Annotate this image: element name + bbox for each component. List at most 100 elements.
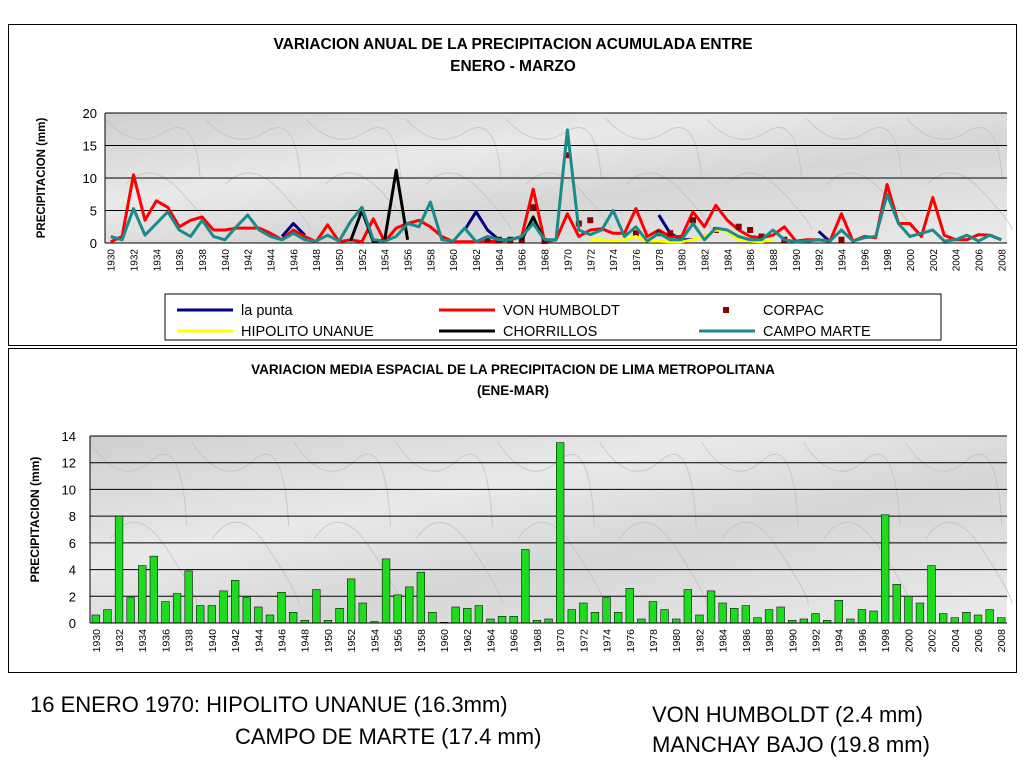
x-tick-label: 1992 xyxy=(815,249,826,272)
bar xyxy=(741,605,750,624)
bar xyxy=(474,605,483,624)
x-tick-label: 2002 xyxy=(929,249,940,272)
bar xyxy=(346,578,356,624)
bar xyxy=(463,607,472,624)
legend-label: CHORRILLOS xyxy=(503,324,597,340)
bar xyxy=(846,618,855,624)
x-tick-label: 2006 xyxy=(973,629,985,653)
marble-vein xyxy=(925,521,1013,605)
marble-vein xyxy=(89,441,188,527)
x-tick-label: 1994 xyxy=(834,629,846,653)
x-tick-label: 1948 xyxy=(300,629,312,653)
marble-vein xyxy=(517,521,606,605)
data-point xyxy=(587,217,594,224)
marble-vein xyxy=(802,441,901,527)
x-tick-label: 1950 xyxy=(323,629,335,653)
bar xyxy=(393,594,402,624)
x-tick-label: 1970 xyxy=(555,629,567,653)
x-tick-label: 1950 xyxy=(335,249,346,272)
marble-vein xyxy=(224,172,311,231)
bar xyxy=(196,605,205,624)
data-point xyxy=(484,236,491,243)
bar xyxy=(416,571,425,624)
bar xyxy=(103,609,112,624)
x-tick-label: 1960 xyxy=(439,629,451,653)
bar xyxy=(706,590,716,624)
x-tick-label: 2006 xyxy=(974,249,985,272)
marble-vein xyxy=(293,441,392,527)
series-line xyxy=(590,228,774,244)
marble-vein xyxy=(191,441,290,527)
bar xyxy=(288,611,298,624)
x-tick-label: 1978 xyxy=(655,249,666,272)
x-tick-label: 1956 xyxy=(404,249,415,272)
mean-precipitation-bar-chart: VARIACION MEDIA ESPACIAL DE LA PRECIPITA… xyxy=(28,362,1013,653)
bar xyxy=(590,611,600,624)
x-tick-label: 1938 xyxy=(198,249,209,272)
marble-vein xyxy=(721,521,809,605)
marble-vein xyxy=(211,521,300,605)
bar xyxy=(497,615,507,624)
bar xyxy=(625,588,634,624)
x-tick-label: 1962 xyxy=(462,629,474,653)
y-tick-label: 2 xyxy=(69,589,76,604)
x-tick-label: 1944 xyxy=(253,629,265,653)
bar xyxy=(799,618,808,624)
bar xyxy=(254,606,263,624)
x-tick-label: 1932 xyxy=(130,249,141,272)
x-tick-label: 1930 xyxy=(107,249,118,272)
marble-vein xyxy=(395,441,493,527)
bar xyxy=(695,614,704,624)
marble-vein xyxy=(700,441,799,527)
y-tick-label: 20 xyxy=(83,106,97,121)
bar xyxy=(927,565,936,624)
x-tick-label: 1942 xyxy=(244,249,255,272)
x-tick-label: 2004 xyxy=(952,249,963,272)
x-tick-label: 1992 xyxy=(810,629,822,653)
x-tick-label: 1964 xyxy=(485,629,497,653)
x-tick-label: 1976 xyxy=(625,629,637,653)
x-tick-label: 1944 xyxy=(267,249,278,272)
marble-vein xyxy=(806,118,903,178)
line-chart-panel: VARIACION ANUAL DE LA PRECIPITACION ACUM… xyxy=(8,24,1017,346)
x-tick-label: 2008 xyxy=(996,629,1008,653)
bar xyxy=(277,592,286,624)
chart-title: VARIACION ANUAL DE LA PRECIPITACION ACUM… xyxy=(273,36,752,53)
bar xyxy=(904,596,913,624)
note-von-humboldt: VON HUMBOLDT (2.4 mm) xyxy=(652,702,923,727)
data-point xyxy=(667,230,674,237)
marble-vein xyxy=(599,441,697,527)
bar xyxy=(938,613,948,624)
x-tick-label: 1962 xyxy=(472,249,483,272)
bar xyxy=(405,586,414,624)
x-tick-label: 2000 xyxy=(906,249,917,272)
x-tick-label: 1990 xyxy=(792,249,803,272)
y-tick-label: 10 xyxy=(83,171,97,186)
x-tick-label: 1976 xyxy=(632,249,643,272)
marble-vein xyxy=(906,118,1003,178)
marble-vein xyxy=(104,118,201,178)
bar xyxy=(672,618,681,624)
legend-label: VON HUMBOLDT xyxy=(503,303,620,319)
marble-vein xyxy=(204,118,301,178)
marble-vein xyxy=(605,118,702,178)
bar xyxy=(312,589,321,624)
y-tick-label: 5 xyxy=(90,204,97,219)
marble-vein xyxy=(405,118,502,178)
series-campo-marte xyxy=(110,128,1002,244)
series-hipolito-unanue xyxy=(590,228,774,244)
annual-precipitation-line-chart: VARIACION ANUAL DE LA PRECIPITACION ACUM… xyxy=(36,36,1013,341)
x-tick-label: 1982 xyxy=(694,629,706,653)
y-tick-label: 4 xyxy=(69,563,76,578)
bar xyxy=(219,590,228,624)
x-tick-label: 1988 xyxy=(764,629,776,653)
x-tick-label: 1996 xyxy=(857,629,869,653)
plot-area xyxy=(90,436,1007,623)
data-point xyxy=(530,204,537,211)
bar xyxy=(428,611,437,624)
bar xyxy=(683,589,692,624)
note-hipolito-unanue: 16 ENERO 1970: HIPOLITO UNANUE (16.3mm) xyxy=(30,692,508,717)
x-tick-label: 1980 xyxy=(671,629,683,653)
bar xyxy=(509,615,518,624)
x-tick-label: 1978 xyxy=(648,629,660,653)
